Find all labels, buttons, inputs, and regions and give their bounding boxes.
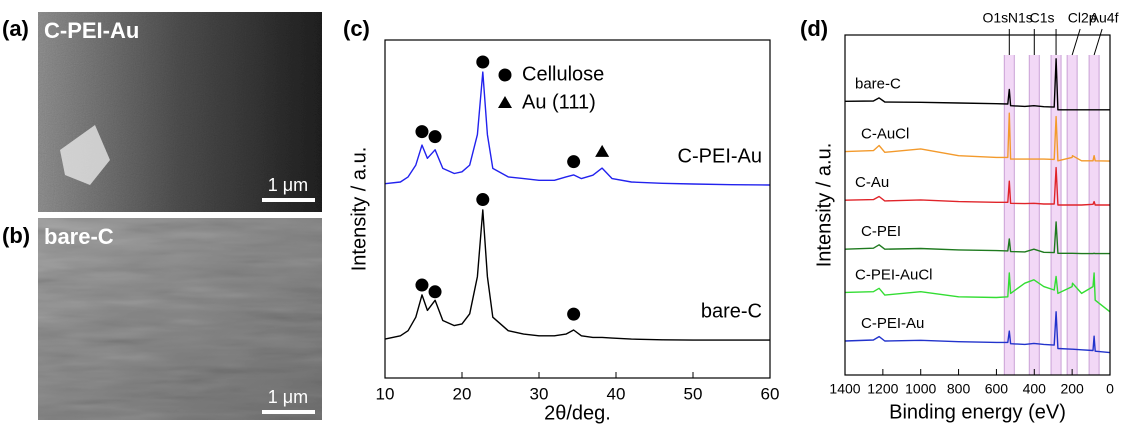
peak-label: Au4f: [1090, 10, 1119, 26]
peak-band: [1051, 55, 1062, 375]
series-label: C-PEI-Au: [678, 145, 762, 167]
panel-label: (b): [2, 223, 30, 248]
series-label: C-Au: [855, 174, 889, 191]
legend-label: Cellulose: [522, 63, 604, 85]
x-tick-label: 600: [985, 381, 1009, 397]
peak-label: O1s: [982, 10, 1008, 26]
peak-band: [1004, 55, 1015, 375]
y-axis-label: Intensity / a.u.: [348, 147, 370, 272]
plot-frame: [384, 39, 771, 379]
series-line: [844, 311, 1111, 354]
x-tick-label: 0: [1106, 381, 1114, 397]
marker: [428, 130, 442, 144]
plot-frame: [844, 34, 1111, 376]
marker: [428, 285, 442, 299]
series-label: C-PEI-Au: [861, 315, 924, 332]
sem-image: [38, 218, 322, 420]
marker: [498, 68, 512, 82]
panel-label: (c): [343, 16, 370, 41]
series-line: [844, 166, 1110, 206]
series-line: [844, 112, 1111, 162]
peak-band: [1067, 55, 1078, 375]
x-tick-label: 1400: [829, 381, 860, 397]
peak-label: Cl2p: [1068, 10, 1097, 26]
marker: [595, 144, 610, 157]
series-label: bare-C: [855, 75, 901, 92]
peak-label: N1s: [1008, 10, 1033, 26]
peak-leader: [1093, 28, 1103, 56]
scale-label: 1 μm: [268, 387, 308, 407]
x-axis-label: 2θ/deg.: [544, 402, 611, 424]
legend-label: Au (111): [522, 91, 596, 113]
x-tick-label: 10: [376, 384, 395, 403]
x-axis-label: Binding energy (eV): [889, 401, 1066, 423]
x-tick-label: 400: [1023, 381, 1047, 397]
series-label: bare-C: [701, 300, 762, 322]
sem-caption: C-PEI-Au: [44, 18, 139, 43]
panel-label: (d): [800, 16, 828, 41]
marker: [415, 125, 429, 139]
scale-label: 1 μm: [268, 175, 308, 195]
series-line: [384, 209, 770, 341]
marker: [567, 307, 581, 321]
series-line: [384, 71, 771, 186]
x-tick-label: 200: [1060, 381, 1084, 397]
marker: [415, 278, 429, 292]
marker: [567, 155, 581, 169]
x-tick-label: 20: [453, 384, 472, 403]
series-label: C-PEI-AuCl: [855, 266, 933, 283]
marker: [476, 193, 490, 207]
sem-caption: bare-C: [44, 224, 114, 249]
sem-feature: [60, 125, 110, 185]
series-label: C-AuCl: [861, 126, 909, 143]
series-line: [844, 58, 1110, 111]
x-tick-label: 50: [684, 384, 703, 403]
marker: [476, 55, 490, 69]
peak-band: [1029, 55, 1040, 375]
peak-label: C1s: [1030, 10, 1055, 26]
panel-label: (a): [2, 16, 29, 41]
series-label: C-PEI: [861, 223, 901, 240]
peak-leader: [1071, 28, 1081, 56]
x-tick-label: 1200: [867, 381, 898, 397]
y-axis-label: Intensity / a.u.: [813, 143, 835, 268]
x-tick-label: 60: [761, 384, 780, 403]
peak-band: [1089, 55, 1100, 375]
series-line: [844, 221, 1110, 255]
series-line: [844, 272, 1111, 313]
marker: [498, 96, 512, 108]
x-tick-label: 800: [947, 381, 971, 397]
x-tick-label: 30: [530, 384, 549, 403]
x-tick-label: 40: [607, 384, 626, 403]
x-tick-label: 1000: [905, 381, 936, 397]
